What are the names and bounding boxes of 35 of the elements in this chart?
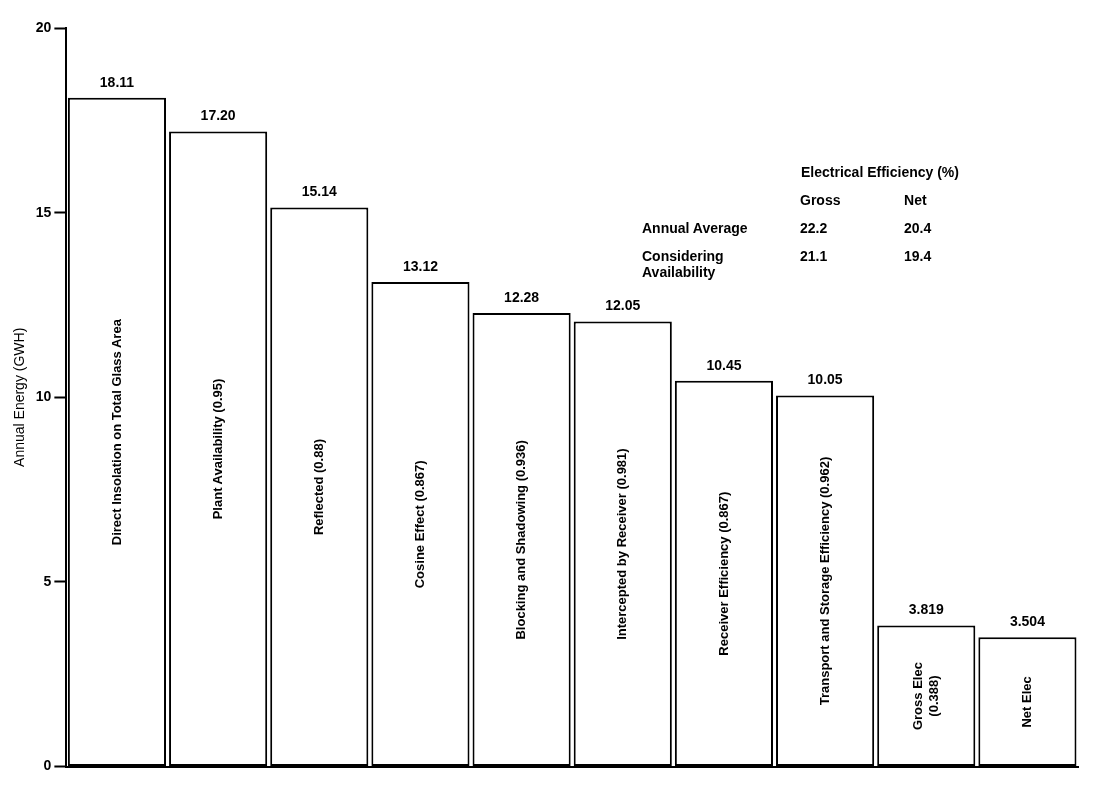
data-label: 3.504 [1009,613,1046,630]
y-tick-label: 0 [43,757,52,774]
data-label: 18.11 [99,73,135,90]
annotation: 20.4 [903,219,933,238]
data-label: 10.05 [807,371,843,388]
annotation: Net [903,191,928,210]
x-tick-label: Reflected (0.88) [310,438,326,536]
data-label: 3.819 [908,601,944,618]
annotation: Electrical Efficiency (%) [800,163,960,182]
y-axis-title: Annual Energy (GWH) [11,327,28,467]
data-label: 15.14 [301,183,337,200]
x-tick-label: Plant Availability (0.95) [209,378,225,520]
annotation: 19.4 [903,247,933,266]
y-tick-label: 15 [35,203,52,220]
x-tick-label: Receiver Efficiency (0.867) [715,491,731,656]
x-tick-label: Net Elec [1019,676,1034,728]
y-tick-label: 20 [35,18,52,35]
y-tick-label: 10 [35,388,52,405]
annotation: Gross [799,191,842,210]
x-tick-label: Intercepted by Receiver (0.981) [614,448,630,640]
x-tick-label: Cosine Effect (0.867) [412,460,428,589]
x-tick-label: Transport and Storage Efficiency (0.962) [816,456,832,706]
data-label: 12.05 [605,297,641,314]
y-tick-label: 5 [43,572,52,589]
annotation: 22.2 [799,219,829,238]
x-tick-label: Gross Elec (0.388) [909,662,941,731]
data-label: 12.28 [504,288,540,305]
data-label: 17.20 [200,107,236,124]
annotation: Annual Average [641,219,749,238]
x-tick-label: Blocking and Shadowing (0.936) [513,440,529,640]
annotation: 21.1 [799,247,829,266]
data-label: 13.12 [402,257,439,274]
data-label: 10.45 [706,356,742,373]
annotation: Considering Availability [641,247,725,282]
x-tick-label: Direct Insolation on Total Glass Area [108,318,124,546]
